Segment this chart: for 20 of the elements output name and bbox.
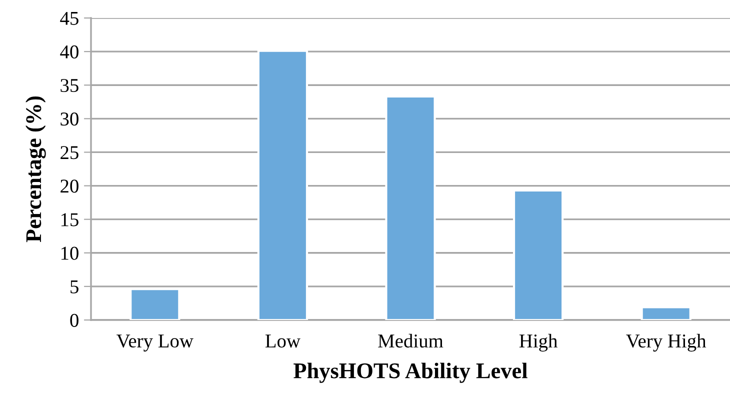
bar [257, 50, 308, 320]
y-tick-label: 0 [70, 314, 78, 327]
x-axis-title: PhysHOTS Ability Level [294, 362, 528, 383]
y-tick-label: 40 [60, 45, 78, 58]
bar [640, 306, 692, 320]
y-tick-label: 10 [61, 246, 78, 260]
y-tick-label: 25 [60, 146, 78, 160]
y-tick-label: 20 [60, 180, 78, 193]
bar [130, 288, 180, 320]
x-tick-label: Low [265, 334, 300, 348]
y-axis-title: Percentage (%) [26, 96, 46, 242]
y-tick-label: 15 [61, 213, 78, 226]
y-tick-label: 35 [60, 78, 78, 92]
x-tick-label: High [519, 334, 558, 352]
y-tick-label: 30 [60, 112, 78, 126]
y-tick-label: 45 [60, 12, 78, 25]
x-tick-label: Very High [626, 334, 706, 352]
x-tick-label: Medium [378, 334, 444, 348]
y-tick-label: 5 [70, 280, 78, 294]
x-tick-label: Very Low [116, 334, 194, 352]
